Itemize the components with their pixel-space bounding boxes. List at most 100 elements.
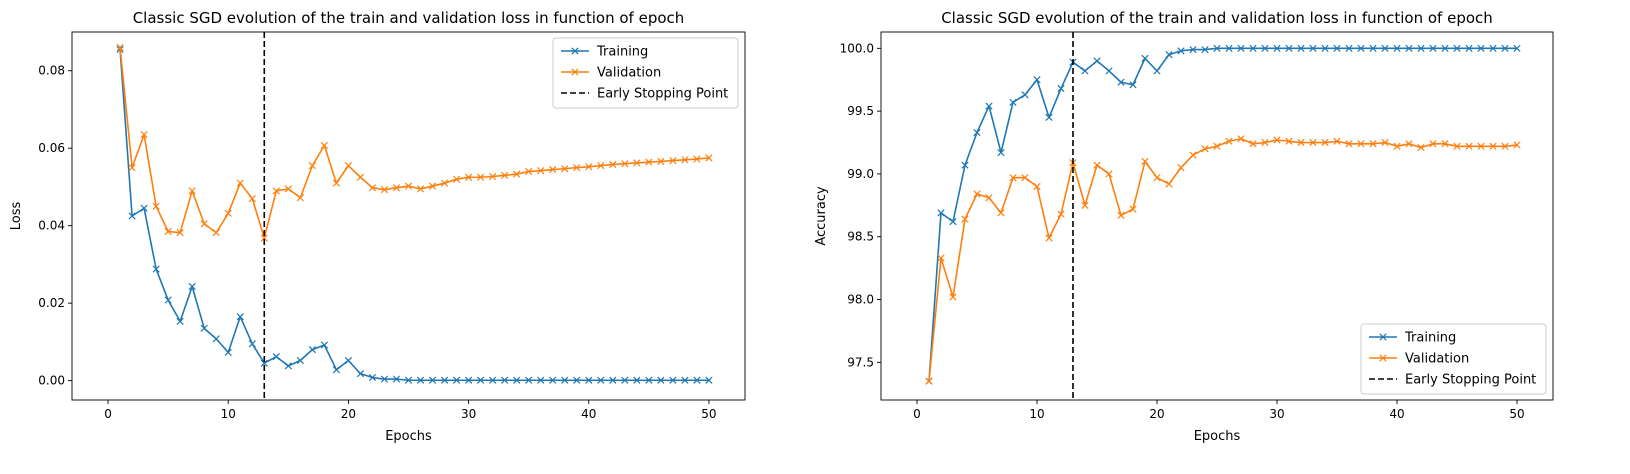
data-point (633, 159, 641, 167)
data-point (1333, 44, 1341, 52)
data-point (1129, 81, 1137, 89)
data-point (368, 373, 377, 382)
y-tick-label: 0.08 (38, 64, 65, 78)
data-point (621, 160, 629, 168)
data-point (176, 229, 184, 237)
data-point (1417, 44, 1425, 52)
data-point (368, 184, 377, 192)
data-point (464, 376, 473, 384)
data-point (1033, 182, 1041, 191)
data-point (452, 175, 461, 183)
x-tick-label: 40 (1389, 407, 1404, 421)
y-axis-label: Accuracy (814, 186, 829, 246)
data-point (320, 141, 328, 150)
data-point (188, 282, 196, 291)
data-point (140, 131, 148, 139)
legend-item: Validation (561, 66, 661, 81)
data-point (1237, 44, 1245, 52)
data-point (949, 293, 957, 301)
data-point (949, 218, 957, 226)
data-point (1165, 180, 1173, 188)
data-point (537, 167, 545, 175)
x-tick-label: 40 (581, 407, 596, 421)
legend-label: Training (1404, 331, 1456, 346)
data-point (513, 170, 521, 178)
data-point (1333, 137, 1341, 145)
data-point (140, 204, 148, 212)
data-point (1009, 174, 1017, 182)
data-point (164, 227, 172, 236)
data-point (380, 186, 389, 194)
data-point (1081, 67, 1089, 75)
data-point (537, 376, 545, 384)
data-point (308, 346, 316, 354)
data-point (1177, 164, 1185, 172)
data-point (1117, 211, 1125, 219)
legend-marker (1379, 333, 1387, 341)
x-tick-label: 20 (341, 407, 356, 421)
data-point (1309, 138, 1317, 147)
data-point (1489, 44, 1497, 52)
legend-marker (571, 47, 579, 55)
plot-area (925, 32, 1521, 400)
data-point (212, 229, 220, 237)
data-point (1117, 78, 1125, 86)
legend-label: Training (596, 45, 648, 60)
data-point (1489, 142, 1497, 150)
data-point (332, 366, 341, 374)
data-point (997, 148, 1005, 157)
data-point (1441, 44, 1449, 52)
data-point (1273, 44, 1281, 52)
data-point (1261, 138, 1269, 147)
data-point (1405, 140, 1413, 148)
data-point (633, 376, 641, 384)
data-point (1009, 98, 1017, 106)
legend-marker (1379, 354, 1387, 362)
data-point (1021, 174, 1029, 182)
data-point (1021, 91, 1029, 99)
data-point (320, 341, 328, 349)
data-point (1297, 138, 1305, 147)
data-point (428, 376, 437, 384)
data-point (937, 209, 945, 217)
data-point (464, 173, 473, 181)
chart-title: Classic SGD evolution of the train and v… (133, 9, 685, 27)
data-point (1309, 44, 1317, 52)
data-point (152, 265, 160, 273)
data-point (1393, 142, 1401, 150)
data-point (200, 324, 208, 332)
data-point (985, 194, 993, 202)
data-point (657, 376, 665, 384)
legend: Training Validation Early Stopping Point (1360, 323, 1547, 395)
data-point (236, 179, 244, 187)
data-point (1285, 44, 1293, 52)
data-point (585, 376, 593, 384)
data-point (525, 167, 533, 176)
data-point (1453, 142, 1461, 150)
data-point (428, 182, 437, 190)
data-point (1465, 44, 1473, 52)
y-tick-label: 98.5 (847, 230, 874, 244)
data-point (1141, 54, 1149, 62)
y-tick-label: 97.5 (847, 355, 874, 369)
data-point (1045, 113, 1053, 122)
data-point (693, 155, 701, 163)
data-point (1153, 174, 1161, 182)
legend-label: Validation (1405, 352, 1469, 367)
data-point (1381, 44, 1389, 52)
data-point (549, 165, 557, 174)
y-tick-label: 99.0 (847, 167, 874, 181)
data-point (224, 348, 232, 356)
data-point (693, 376, 701, 384)
data-point (621, 376, 629, 384)
data-point (1501, 44, 1509, 52)
data-point (200, 220, 208, 228)
legend-label: Validation (597, 66, 661, 81)
legend-label: Early Stopping Point (1405, 373, 1536, 388)
legend-marker (571, 68, 579, 76)
data-point (296, 356, 304, 365)
data-point (1321, 44, 1329, 52)
data-point (973, 128, 981, 137)
data-point (1261, 44, 1269, 52)
